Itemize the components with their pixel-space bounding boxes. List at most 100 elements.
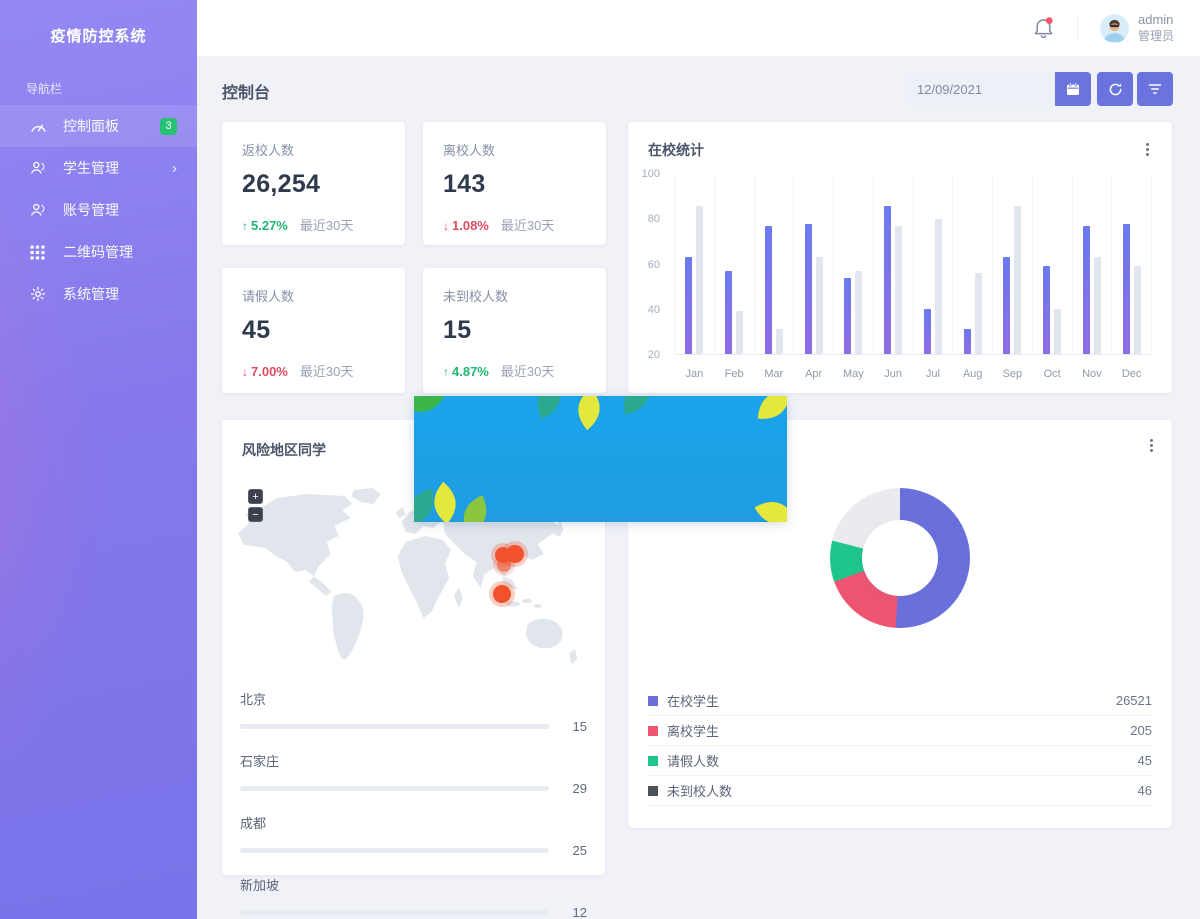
account-icon xyxy=(30,202,48,218)
x-axis-label: Nov xyxy=(1082,368,1102,380)
stat-period: 最近30天 xyxy=(299,364,354,379)
legend-swatch xyxy=(648,785,658,796)
bar-chart-title: 在校统计 xyxy=(648,142,704,158)
bar xyxy=(696,205,704,354)
bar xyxy=(764,225,772,354)
region-name: 成都 xyxy=(240,816,267,831)
donut-chart xyxy=(830,488,970,628)
bar-group-feb: Feb xyxy=(713,174,754,380)
stat-period: 最近30天 xyxy=(299,218,354,233)
bar xyxy=(923,309,931,354)
legend-swatch xyxy=(648,695,658,706)
stat-period: 最近30天 xyxy=(500,218,555,233)
nav-section-label: 导航栏 xyxy=(26,82,63,96)
bar xyxy=(725,270,733,354)
x-axis-label: Aug xyxy=(962,368,983,380)
y-axis-tick: 100 xyxy=(641,168,660,180)
qrcode-icon xyxy=(30,244,48,260)
bar xyxy=(736,311,744,354)
trend-arrow-icon: ↓ xyxy=(443,219,449,233)
legend-row: 在校学生 26521 xyxy=(648,686,1152,716)
bar xyxy=(685,257,693,354)
avatar[interactable] xyxy=(1099,13,1129,43)
app-title: 疫情防控系统 xyxy=(50,28,147,45)
filter-button[interactable] xyxy=(1137,72,1173,106)
bar xyxy=(1014,205,1022,354)
legend-row: 请假人数 45 xyxy=(648,746,1152,776)
sidebar-item-settings[interactable]: 系统管理 xyxy=(0,273,197,315)
bar-group-oct: Oct xyxy=(1031,174,1072,380)
region-row: 石家庄 29 xyxy=(240,751,587,796)
y-axis-tick: 80 xyxy=(647,213,660,226)
donut-legend: 在校学生 26521 离校学生 205 请假人数 45 未到校人数 46 xyxy=(648,686,1152,806)
refresh-icon xyxy=(1109,82,1121,95)
notifications-button[interactable] xyxy=(1032,16,1055,41)
sidebar: 疫情防控系统 导航栏 控制面板 3 学生管理 › 账号管理 xyxy=(0,0,197,919)
legend-value: 205 xyxy=(1130,723,1152,738)
calendar-icon xyxy=(1067,82,1079,95)
x-axis-label: Jul xyxy=(925,368,940,380)
x-axis-label: Feb xyxy=(724,368,744,380)
map-marker[interactable] xyxy=(492,585,511,604)
bar-group-dec: Dec xyxy=(1111,174,1152,380)
stat-delta: ↓ 7.00% xyxy=(242,364,288,379)
sidebar-item-label: 控制面板 xyxy=(63,118,119,134)
x-axis-label: May xyxy=(842,368,864,380)
risk-region-list: 北京 15 石家庄 29 成都 25 新加坡 12 xyxy=(222,675,605,919)
stat-value: 45 xyxy=(242,316,271,344)
stat-card-on-leave: 请假人数 45 ↓ 7.00% 最近30天 xyxy=(222,268,405,393)
region-value: 12 xyxy=(572,905,587,919)
stat-card-absent: 未到校人数 15 ↑ 4.87% 最近30天 xyxy=(423,268,606,393)
progress-track xyxy=(240,910,549,915)
bar-chart-card: 在校统计 100 80 60 40 20 Jan Feb Mar Apr May Jun Jul Au… xyxy=(628,122,1172,393)
refresh-button[interactable] xyxy=(1097,72,1133,106)
promo-banner[interactable] xyxy=(414,396,787,522)
banner-leaves-decoration xyxy=(414,396,787,522)
date-input[interactable] xyxy=(905,72,1055,106)
sidebar-item-accounts[interactable]: 账号管理 xyxy=(0,189,197,231)
map-marker[interactable] xyxy=(506,545,525,564)
legend-value: 26521 xyxy=(1115,693,1152,708)
bar xyxy=(895,225,903,354)
bar xyxy=(815,257,823,354)
bar-group-nov: Nov xyxy=(1071,174,1112,380)
zoom-in-button[interactable]: + xyxy=(248,489,263,504)
students-icon xyxy=(30,160,48,176)
stat-label: 未到校人数 xyxy=(443,289,509,304)
map-marker[interactable] xyxy=(497,557,512,572)
x-axis-label: Sep xyxy=(1002,368,1023,380)
stat-value: 143 xyxy=(443,170,486,198)
bar-group-sep: Sep xyxy=(992,174,1032,380)
stat-value: 26,254 xyxy=(242,170,321,198)
region-name: 新加坡 xyxy=(240,878,280,893)
bar xyxy=(1093,257,1101,354)
user-name: admin xyxy=(1137,12,1174,28)
zoom-out-button[interactable]: − xyxy=(248,507,263,522)
calendar-button[interactable] xyxy=(1055,72,1091,106)
region-value: 25 xyxy=(572,843,587,858)
sidebar-item-qrcode[interactable]: 二维码管理 xyxy=(0,231,197,273)
bar xyxy=(775,329,783,354)
user-meta[interactable]: admin 管理员 xyxy=(1138,12,1174,43)
kebab-menu-icon[interactable] xyxy=(1141,140,1154,159)
progress-track xyxy=(240,848,549,853)
bar xyxy=(804,223,812,354)
region-value: 29 xyxy=(572,781,587,796)
y-axis-tick: 40 xyxy=(647,303,660,316)
legend-swatch xyxy=(648,725,658,736)
y-axis-tick: 60 xyxy=(647,258,660,271)
legend-label: 在校学生 xyxy=(667,694,720,709)
sidebar-item-students[interactable]: 学生管理 › xyxy=(0,147,197,189)
topbar-divider xyxy=(1076,14,1078,42)
x-axis-label: Mar xyxy=(764,368,784,380)
bar xyxy=(1043,266,1051,354)
stat-label: 返校人数 xyxy=(242,143,295,158)
bar xyxy=(855,270,863,354)
bar-group-jan: Jan xyxy=(674,174,714,380)
region-name: 北京 xyxy=(240,692,267,707)
sidebar-item-dashboard[interactable]: 控制面板 3 xyxy=(0,105,197,147)
stat-label: 请假人数 xyxy=(242,289,295,304)
kebab-menu-icon[interactable] xyxy=(1145,436,1158,455)
legend-swatch xyxy=(648,755,658,766)
